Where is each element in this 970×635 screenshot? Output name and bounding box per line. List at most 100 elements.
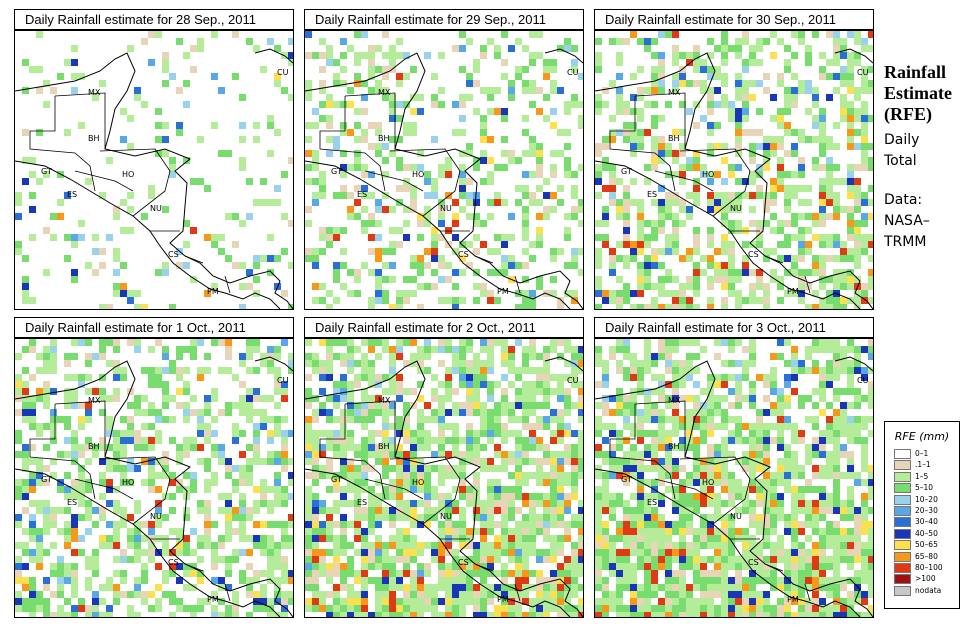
country-borders bbox=[29, 92, 231, 294]
map-canvas: MX BH GT HO ES NU CS PM CU bbox=[305, 339, 583, 617]
period-line: Daily bbox=[884, 132, 920, 148]
map-canvas: MX BH GT HO ES NU CS PM CU bbox=[15, 31, 293, 309]
legend-label: 30–40 bbox=[915, 517, 938, 527]
rainfall-panel: Daily Rainfall estimate for 3 Oct., 2011… bbox=[594, 317, 874, 618]
map-canvas: MX BH GT HO ES NU CS PM CU bbox=[305, 31, 583, 309]
country-label-mx: MX bbox=[378, 396, 391, 405]
rainfall-map: MX BH GT HO ES NU CS PM CU bbox=[594, 338, 874, 618]
source-line: NASA– bbox=[884, 213, 930, 229]
country-label-nu: NU bbox=[730, 512, 742, 521]
legend-label: nodata bbox=[915, 585, 942, 595]
coastline bbox=[595, 360, 873, 617]
country-label-nu: NU bbox=[150, 512, 162, 521]
rainfall-map: MX BH GT HO ES NU CS PM CU bbox=[14, 30, 294, 310]
country-label-cs: CS bbox=[458, 250, 469, 259]
rainfall-cells bbox=[595, 339, 873, 617]
legend-label: 10–20 bbox=[915, 494, 938, 504]
country-label-cs: CS bbox=[458, 558, 469, 567]
rainfall-map: MX BH GT HO ES NU CS PM CU bbox=[304, 338, 584, 618]
country-label-cs: CS bbox=[168, 250, 179, 259]
country-label-cs: CS bbox=[748, 558, 759, 567]
country-label-bh: BH bbox=[88, 442, 100, 451]
country-label-ho: HO bbox=[122, 170, 134, 179]
country-label-nu: NU bbox=[730, 204, 742, 213]
country-label-bh: BH bbox=[668, 442, 680, 451]
legend-swatch bbox=[894, 528, 911, 539]
country-label-nu: NU bbox=[440, 204, 452, 213]
map-canvas: MX BH GT HO ES NU CS PM CU bbox=[595, 31, 873, 309]
country-label-ho: HO bbox=[412, 478, 424, 487]
country-borders bbox=[609, 400, 811, 602]
country-borders bbox=[29, 400, 231, 602]
rainfall-panel: Daily Rainfall estimate for 2 Oct., 2011… bbox=[304, 317, 584, 618]
legend-swatch bbox=[894, 494, 911, 505]
rainfall-panel: Daily Rainfall estimate for 28 Sep., 201… bbox=[14, 9, 294, 310]
rainfall-map: MX BH GT HO ES NU CS PM CU bbox=[304, 30, 584, 310]
country-label-cs: CS bbox=[748, 250, 759, 259]
legend-swatch bbox=[894, 574, 911, 585]
cuba-coastline bbox=[544, 356, 583, 372]
legend-swatch bbox=[894, 460, 911, 471]
cuba-coastline bbox=[834, 356, 873, 372]
legend-label: 20–30 bbox=[915, 506, 938, 515]
country-label-bh: BH bbox=[378, 442, 390, 451]
legend-swatch bbox=[894, 540, 911, 551]
country-label-es: ES bbox=[357, 498, 367, 507]
coastline bbox=[15, 52, 293, 309]
rainfall-panel: Daily Rainfall estimate for 29 Sep., 201… bbox=[304, 9, 584, 310]
country-label-nu: NU bbox=[150, 204, 162, 213]
country-label-es: ES bbox=[647, 498, 657, 507]
country-label-cs: CS bbox=[168, 558, 179, 567]
period-line: Total bbox=[884, 153, 917, 169]
panel-title: Daily Rainfall estimate for 28 Sep., 201… bbox=[14, 9, 294, 30]
country-label-cu: CU bbox=[277, 376, 289, 385]
legend-label: 40–50 bbox=[915, 528, 938, 538]
country-label-nu: NU bbox=[440, 512, 452, 521]
product-title: Rainfall Estimate (RFE) bbox=[884, 62, 970, 125]
coastline bbox=[305, 360, 583, 617]
country-borders bbox=[319, 92, 521, 294]
legend-swatch bbox=[894, 585, 911, 596]
country-borders bbox=[609, 92, 811, 294]
source-line: Data: bbox=[884, 192, 923, 208]
panel-title: Daily Rainfall estimate for 1 Oct., 2011 bbox=[14, 317, 294, 338]
legend-swatch bbox=[894, 551, 911, 562]
country-borders bbox=[319, 400, 521, 602]
country-label-pm: PM bbox=[497, 595, 509, 604]
country-label-pm: PM bbox=[787, 287, 799, 296]
legend-swatch bbox=[894, 563, 911, 573]
rainfall-map: MX BH GT HO ES NU CS PM CU bbox=[594, 30, 874, 310]
rainfall-cells bbox=[595, 31, 873, 309]
country-label-ho: HO bbox=[122, 478, 134, 487]
country-label-es: ES bbox=[647, 190, 657, 199]
title-line: Estimate bbox=[884, 83, 952, 103]
coastline bbox=[15, 360, 293, 617]
country-label-pm: PM bbox=[497, 287, 509, 296]
rfe-legend: RFE (mm) 0–1 .1–1 1–5 5–10 10–20 20–30 30–40 40… bbox=[884, 421, 960, 609]
panel-title: Daily Rainfall estimate for 30 Sep., 201… bbox=[594, 9, 874, 30]
legend-swatch bbox=[894, 483, 911, 494]
country-label-gt: GT bbox=[41, 167, 52, 176]
panel-title: Daily Rainfall estimate for 2 Oct., 2011 bbox=[304, 317, 584, 338]
cuba-coastline bbox=[254, 356, 293, 372]
country-label-gt: GT bbox=[621, 475, 632, 484]
country-label-bh: BH bbox=[378, 134, 390, 143]
map-canvas: MX BH GT HO ES NU CS PM CU bbox=[595, 339, 873, 617]
country-label-cu: CU bbox=[567, 68, 579, 77]
cuba-coastline bbox=[254, 48, 293, 64]
country-label-cu: CU bbox=[567, 376, 579, 385]
legend-label: .1–1 bbox=[915, 460, 931, 470]
rainfall-cells bbox=[15, 31, 293, 309]
legend-label: 5–10 bbox=[915, 483, 934, 493]
legend-label: 80–100 bbox=[915, 563, 943, 572]
rainfall-cells bbox=[305, 339, 583, 617]
rainfall-cells bbox=[305, 31, 583, 309]
country-label-mx: MX bbox=[668, 396, 681, 405]
country-label-pm: PM bbox=[207, 595, 219, 604]
country-label-gt: GT bbox=[41, 475, 52, 484]
country-label-ho: HO bbox=[702, 170, 714, 179]
map-canvas: MX BH GT HO ES NU CS PM CU bbox=[15, 339, 293, 617]
legend-label: 1–5 bbox=[915, 471, 929, 481]
country-label-ho: HO bbox=[702, 478, 714, 487]
rainfall-panel: Daily Rainfall estimate for 30 Sep., 201… bbox=[594, 9, 874, 310]
